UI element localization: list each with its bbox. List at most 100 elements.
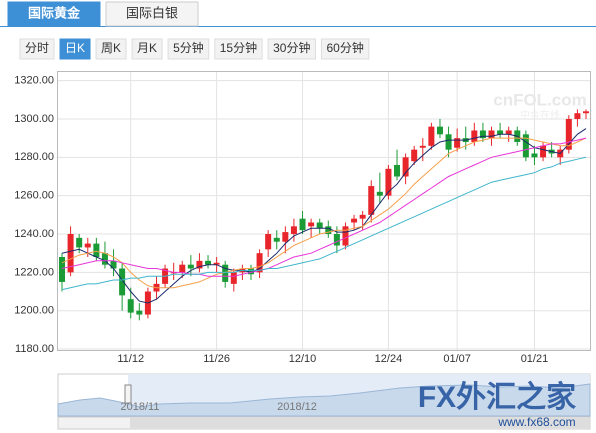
- navigator-handle[interactable]: [124, 384, 132, 404]
- period-button[interactable]: [214, 38, 263, 60]
- y-tick-label: 1320.00: [14, 75, 54, 87]
- candle-body: [402, 157, 409, 177]
- candle-body: [359, 214, 366, 219]
- candle-body: [256, 253, 263, 273]
- period-button[interactable]: [131, 38, 163, 60]
- candle-body: [325, 226, 332, 235]
- candle-body: [351, 218, 358, 223]
- candle-body: [342, 226, 349, 246]
- candle-body: [565, 118, 572, 150]
- y-tick-label: 1200.00: [14, 305, 54, 317]
- period-button[interactable]: [59, 38, 91, 60]
- period-button[interactable]: [267, 38, 316, 60]
- period-label[interactable]: 分时: [25, 41, 49, 55]
- candle-body: [471, 130, 478, 142]
- candle-body: [299, 218, 306, 231]
- candle-body: [101, 253, 108, 265]
- candle-body: [136, 310, 143, 315]
- x-tick-label: 01/21: [521, 353, 549, 365]
- candle-body: [394, 164, 401, 177]
- candle-body: [445, 134, 452, 150]
- tab-label[interactable]: 国际白银: [126, 5, 178, 20]
- candle-body: [265, 234, 272, 250]
- period-label[interactable]: 月K: [137, 41, 157, 55]
- candle-body: [205, 260, 212, 265]
- candle-body: [67, 234, 74, 273]
- period-label[interactable]: 周K: [101, 41, 121, 55]
- candle-body: [574, 113, 581, 119]
- x-tick-label: 11/12: [117, 353, 144, 365]
- x-tick-label: 01/07: [443, 353, 471, 365]
- period-label[interactable]: 30分钟: [273, 40, 310, 55]
- moving-average: [61, 137, 587, 289]
- candle-body: [59, 257, 65, 282]
- navigator-label: 2018/12: [277, 401, 317, 413]
- scrollbar-thumb[interactable]: [130, 418, 590, 428]
- candle-body: [230, 272, 237, 284]
- plot: [59, 109, 589, 321]
- y-tick-label: 1260.00: [14, 190, 54, 202]
- candle-body: [428, 126, 435, 146]
- candle-body: [419, 145, 426, 148]
- y-tick-label: 1280.00: [14, 151, 54, 163]
- x-tick-label: 11/26: [203, 353, 230, 365]
- period-button[interactable]: [19, 38, 55, 60]
- tab[interactable]: [105, 1, 199, 27]
- candle-body: [488, 130, 495, 139]
- plot-frame: [57, 71, 591, 351]
- period-label[interactable]: 日K: [65, 41, 85, 55]
- candle-body: [213, 262, 220, 265]
- candle-body: [583, 111, 589, 114]
- candle-body: [196, 260, 203, 269]
- candle-body: [308, 222, 315, 227]
- candle-body: [273, 237, 280, 242]
- period-label[interactable]: 60分钟: [326, 40, 363, 55]
- candle-body: [522, 134, 529, 158]
- y-tick-label: 1240.00: [14, 228, 54, 240]
- y-tick-label: 1180.00: [15, 343, 54, 355]
- candle-body: [411, 149, 418, 162]
- period-label[interactable]: 15分钟: [220, 40, 257, 55]
- watermark-brand: FX外汇之家: [418, 380, 576, 414]
- candle-body: [290, 226, 297, 235]
- candle-body: [84, 243, 91, 248]
- candle-body: [222, 264, 229, 282]
- candle-body: [316, 222, 323, 229]
- candle-body: [454, 138, 461, 148]
- x-tick-label: 12/24: [375, 353, 403, 365]
- x-tick-label: 12/10: [289, 353, 317, 365]
- navigator-area: [57, 383, 591, 417]
- candle-body: [436, 126, 443, 135]
- period-button[interactable]: [167, 38, 210, 60]
- candle-body: [76, 237, 83, 248]
- period-button[interactable]: [320, 38, 370, 60]
- candle-body: [247, 268, 254, 275]
- candle-body: [368, 186, 375, 215]
- candle-body: [479, 130, 486, 139]
- tab[interactable]: [7, 1, 101, 27]
- watermark-url: www.fx68.com: [497, 415, 575, 429]
- moving-average: [61, 137, 587, 277]
- candle-body: [333, 234, 340, 246]
- candle-body: [505, 130, 512, 135]
- tab-label[interactable]: 国际黄金: [28, 5, 81, 20]
- candle-body: [531, 153, 538, 158]
- watermark: 中金在线: [520, 109, 560, 122]
- candle-body: [497, 130, 504, 135]
- candle-body: [376, 191, 383, 196]
- candle-body: [110, 260, 117, 269]
- period-label[interactable]: 5分钟: [173, 40, 204, 55]
- moving-average: [61, 156, 587, 291]
- y-tick-label: 1300.00: [14, 113, 54, 125]
- candle-body: [127, 299, 134, 313]
- moving-average: [61, 128, 587, 304]
- candle-body: [540, 145, 547, 158]
- candle-body: [187, 264, 194, 269]
- candle-body: [119, 268, 126, 296]
- candle-body: [179, 264, 186, 273]
- period-button[interactable]: [95, 38, 127, 60]
- navigator-label: 2018/11: [121, 401, 160, 413]
- watermark: cnFOL.com: [493, 90, 587, 109]
- y-tick-label: 1220.00: [14, 266, 54, 278]
